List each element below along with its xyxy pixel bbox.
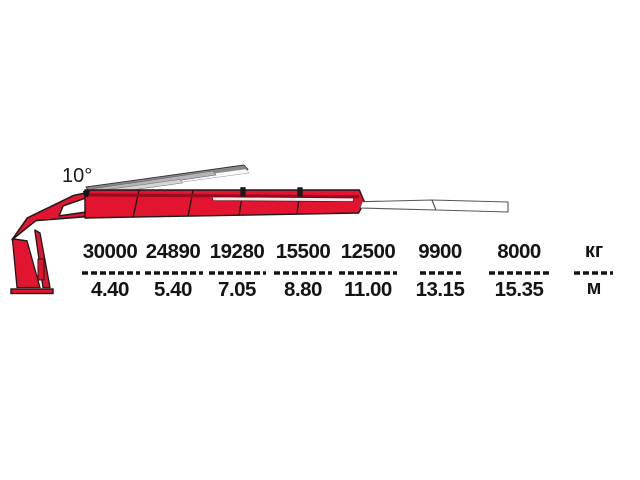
svg-text:7.05: 7.05 (218, 278, 256, 301)
svg-text:5.40: 5.40 (154, 278, 192, 301)
svg-text:8000: 8000 (497, 240, 541, 263)
svg-text:30000: 30000 (83, 240, 138, 263)
svg-text:кг: кг (585, 240, 603, 262)
svg-text:12500: 12500 (341, 240, 396, 263)
svg-text:19280: 19280 (210, 240, 265, 263)
svg-text:15500: 15500 (276, 240, 331, 263)
svg-text:9900: 9900 (418, 240, 462, 263)
svg-text:м: м (587, 277, 602, 299)
svg-text:11.00: 11.00 (344, 278, 392, 301)
svg-text:10°: 10° (62, 165, 92, 187)
svg-text:24890: 24890 (146, 240, 201, 263)
svg-text:8.80: 8.80 (284, 278, 322, 301)
svg-text:13.15: 13.15 (416, 278, 465, 301)
svg-text:4.40: 4.40 (91, 278, 129, 301)
svg-text:15.35: 15.35 (495, 278, 544, 301)
